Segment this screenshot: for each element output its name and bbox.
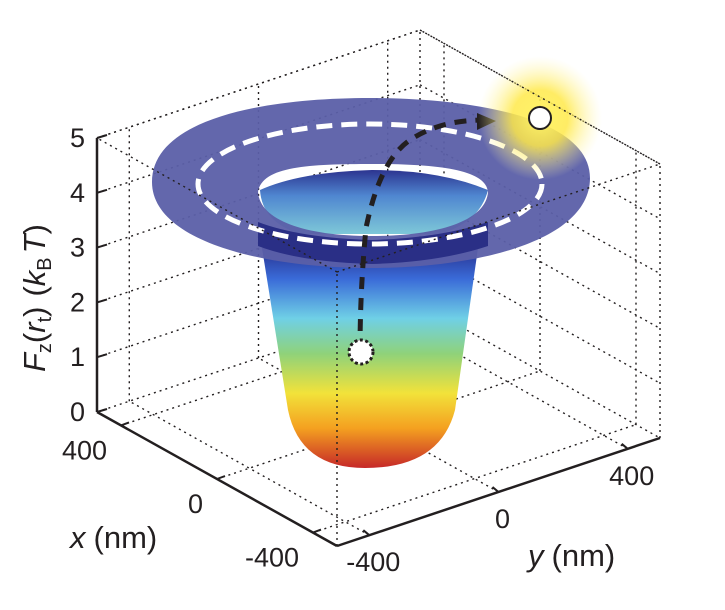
y-axis-label: y (nm): [526, 538, 615, 573]
z-tick-label: 2: [70, 287, 85, 317]
x-tick-label: 400: [62, 435, 107, 465]
grid-line: [419, 29, 661, 165]
grid-line: [419, 84, 661, 220]
y-tick-mark: [621, 443, 629, 450]
grid-line: [419, 248, 661, 384]
z-tick-mark: [96, 408, 108, 413]
y-tick-mark: [362, 529, 370, 536]
x-tick-mark: [216, 475, 226, 480]
x-tick-mark: [120, 421, 130, 427]
z-axis-label: Fz(rt)(kBT): [17, 224, 56, 372]
z-tick-label: 5: [70, 123, 85, 153]
grid-line: [96, 137, 338, 273]
z-tick-mark: [96, 298, 108, 304]
z-tick-label: 3: [70, 233, 85, 263]
grid-line: [96, 29, 421, 139]
grid-line: [312, 423, 637, 534]
grid-line: [419, 303, 661, 439]
y-tick-mark: [491, 486, 500, 493]
z-tick-mark: [96, 188, 108, 194]
z-tick-label: 0: [70, 397, 85, 427]
grid-line: [419, 29, 661, 165]
x-tick-label: -400: [245, 543, 299, 573]
circular-path: [195, 121, 545, 247]
x-axis-label: x (nm): [68, 520, 157, 555]
y-tick-label: 0: [495, 504, 510, 534]
x-tick-label: 0: [188, 489, 203, 519]
x-tick-mark: [312, 528, 322, 534]
z-tick-mark: [96, 353, 108, 359]
grid-line: [419, 193, 661, 330]
particle-start: [347, 338, 375, 366]
z-tick-label: 1: [70, 342, 85, 372]
grid-line: [419, 138, 661, 275]
front-grid: [96, 29, 661, 546]
ticks: 0 1 2 3 4 5 400 0 -400 -400 0 400: [62, 123, 654, 577]
grid-line: [128, 400, 370, 536]
z-tick-label: 4: [70, 178, 85, 208]
z-tick-mark: [96, 134, 108, 139]
grid-line: [216, 370, 541, 480]
z-tick-mark: [96, 243, 108, 249]
y-tick-label: -400: [346, 547, 400, 577]
y-tick-label: 400: [609, 461, 654, 491]
escape-path: [357, 117, 485, 353]
particle-end: [528, 106, 552, 130]
grid-line: [336, 163, 661, 273]
potential-well: [260, 170, 488, 468]
